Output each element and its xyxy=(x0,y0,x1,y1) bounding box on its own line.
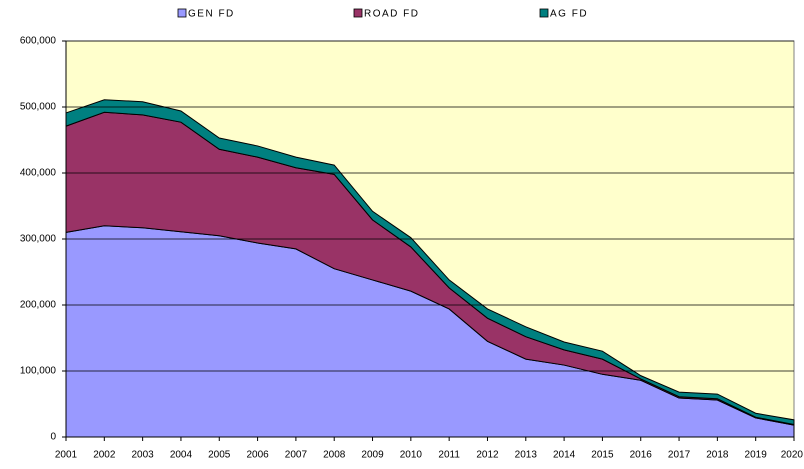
x-tick-label: 2009 xyxy=(361,450,384,461)
legend-label: ROAD FD xyxy=(364,9,420,20)
legend-swatch xyxy=(177,8,187,18)
y-tick-label: 100,000 xyxy=(20,366,57,377)
x-tick-label: 2006 xyxy=(246,450,269,461)
x-tick-label: 2008 xyxy=(323,450,346,461)
x-tick-label: 2012 xyxy=(476,450,499,461)
x-tick-label: 2020 xyxy=(781,450,804,461)
x-tick-label: 2001 xyxy=(55,450,78,461)
x-tick-label: 2007 xyxy=(285,450,308,461)
y-tick-label: 300,000 xyxy=(20,234,57,245)
legend-label: GEN FD xyxy=(188,9,235,20)
legend-swatch xyxy=(539,8,549,18)
legend-swatch xyxy=(353,8,363,18)
x-tick-label: 2011 xyxy=(438,450,460,461)
legend-label: AG FD xyxy=(550,9,588,20)
y-tick-label: 500,000 xyxy=(20,102,57,113)
x-tick-label: 2005 xyxy=(208,450,231,461)
x-tick-label: 2019 xyxy=(745,450,768,461)
area xyxy=(65,99,795,426)
x-tick-label: 2004 xyxy=(170,450,193,461)
x-tick-label: 2010 xyxy=(400,450,423,461)
x-tick-label: 2013 xyxy=(515,450,538,461)
x-tick-label: 2017 xyxy=(668,450,691,461)
x-tick-label: 2015 xyxy=(591,450,614,461)
x-tick-label: 2018 xyxy=(706,450,729,461)
y-tick-label: 200,000 xyxy=(20,300,57,311)
x-tick-label: 2002 xyxy=(93,450,116,461)
x-tick-label: 2003 xyxy=(132,450,155,461)
y-tick-label: 0 xyxy=(50,432,56,443)
y-tick-label: 400,000 xyxy=(20,168,57,179)
y-tick-label: 600,000 xyxy=(20,36,57,47)
x-tick-label: 2014 xyxy=(553,450,576,461)
x-tick-label: 2016 xyxy=(630,450,653,461)
